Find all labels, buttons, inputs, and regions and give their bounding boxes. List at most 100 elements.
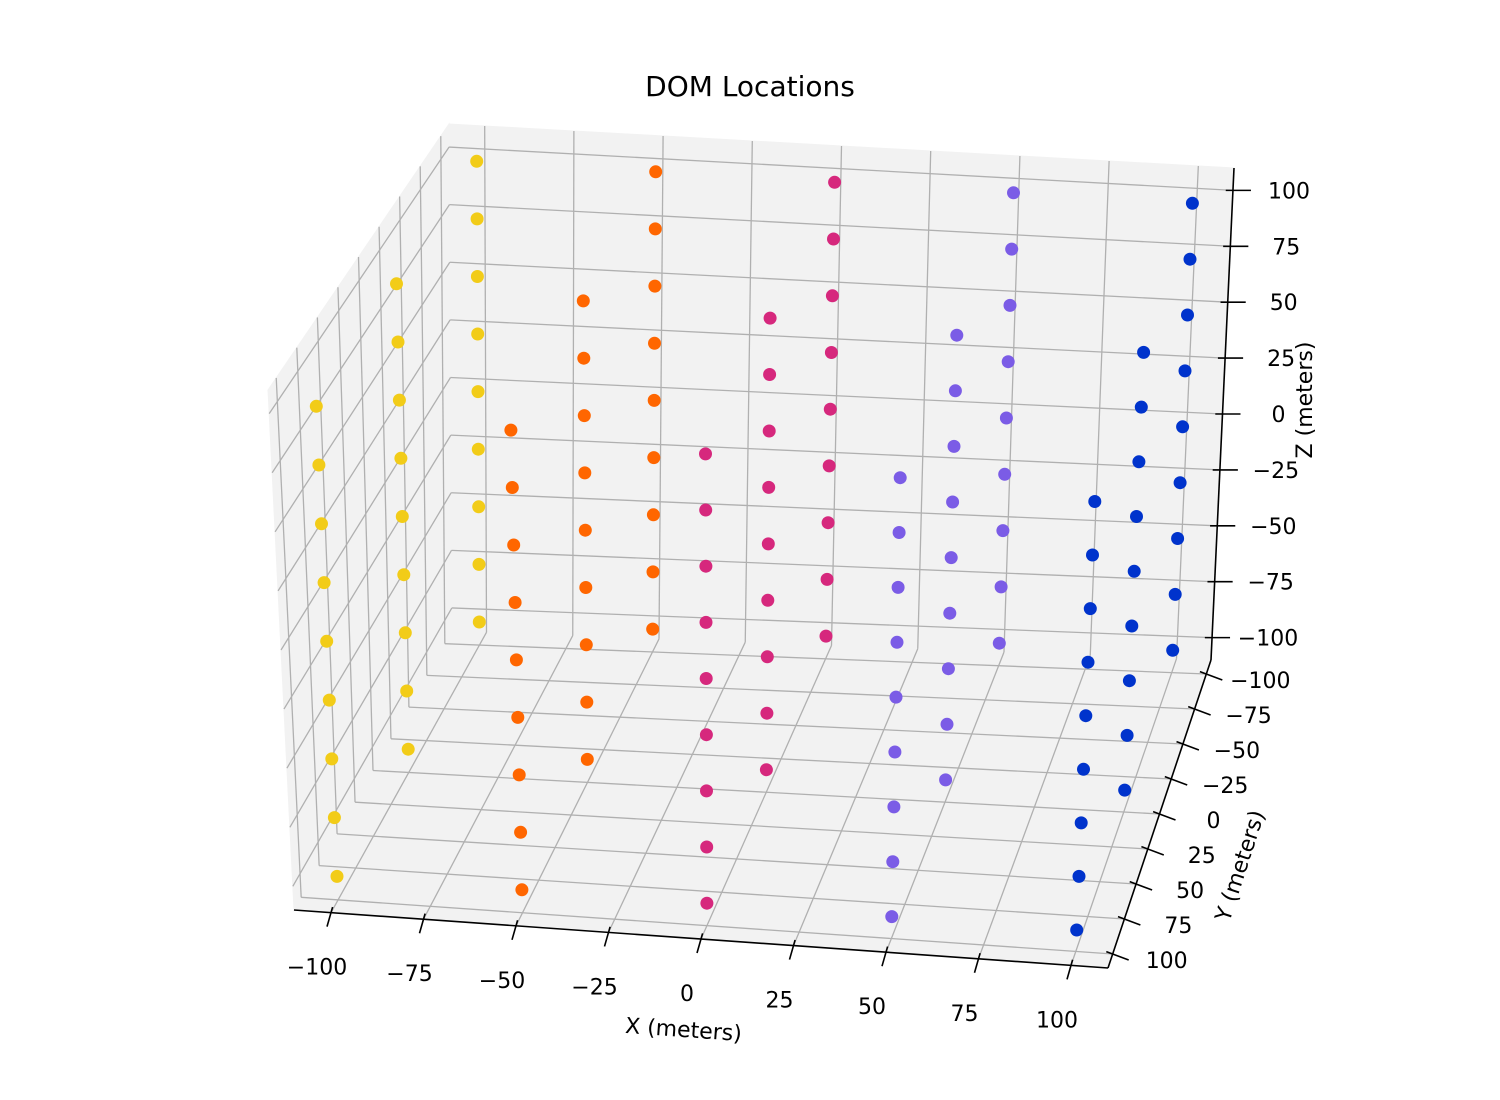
data-point: [699, 615, 713, 629]
x-axis-label: X (meters): [624, 1014, 742, 1047]
data-point: [1185, 196, 1199, 210]
grid-line-y-floor: [426, 674, 1195, 710]
y-tick-label: −50: [1214, 739, 1260, 764]
data-point: [888, 745, 902, 759]
data-point: [322, 693, 336, 707]
data-point: [394, 451, 408, 465]
data-point: [886, 855, 900, 869]
x-tick-tick: [326, 906, 334, 927]
data-point: [579, 581, 593, 594]
y-tick-tick: [1152, 810, 1176, 821]
data-point: [1086, 548, 1099, 562]
grid-line-z-side: [286, 492, 452, 769]
y-tick-tick: [1199, 670, 1223, 681]
data-point: [998, 467, 1012, 481]
data-point: [401, 742, 415, 756]
grid-line-z-back: [449, 204, 1231, 247]
z-tick-label: 75: [1272, 235, 1300, 260]
data-point: [580, 752, 594, 766]
y-tick-tick: [1176, 740, 1200, 751]
data-point: [392, 393, 406, 407]
data-point: [885, 910, 899, 924]
data-point: [646, 508, 660, 522]
grid-line-y-floor: [444, 643, 1207, 675]
data-point: [1077, 762, 1090, 776]
data-point: [471, 327, 485, 341]
grid-line-y-floor: [337, 833, 1137, 885]
data-point: [699, 672, 713, 685]
x-tick-label: 75: [951, 1002, 979, 1027]
data-point: [890, 635, 904, 649]
data-point: [760, 650, 774, 664]
z-axis-label: Z (meters): [1293, 342, 1318, 459]
x-tick-tick: [603, 926, 611, 947]
data-point: [699, 447, 712, 461]
data-point: [950, 328, 964, 342]
data-point: [514, 825, 528, 839]
z-tick-label: 0: [1272, 403, 1286, 428]
y-tick-label: 50: [1176, 879, 1204, 904]
data-point: [647, 451, 661, 465]
grid-line-y-floor: [408, 706, 1183, 745]
data-point: [1137, 345, 1151, 359]
data-point: [1120, 728, 1134, 742]
data-point: [511, 710, 525, 724]
data-point: [578, 466, 592, 480]
data-point: [470, 212, 484, 226]
x-tick-tick: [881, 946, 889, 967]
grid-line-y-floor: [372, 769, 1160, 815]
grid-line-y-floor: [355, 801, 1148, 850]
data-point: [309, 399, 323, 413]
data-point: [889, 690, 903, 704]
data-point: [648, 222, 662, 236]
data-point: [579, 638, 593, 652]
data-point: [398, 626, 412, 640]
y-tick-label: −100: [1230, 669, 1290, 694]
data-point: [700, 896, 714, 910]
data-point: [699, 559, 713, 573]
grid-lines: [268, 125, 1233, 966]
y-tick-label: 100: [1146, 949, 1188, 974]
grid-line-z-back: [451, 549, 1215, 583]
data-point: [1176, 420, 1190, 434]
grid-line-z-back: [451, 607, 1213, 639]
data-point: [948, 384, 962, 398]
data-point: [471, 442, 485, 456]
y-tick-label: −25: [1202, 774, 1248, 799]
data-point: [1183, 252, 1197, 266]
data-point: [822, 459, 836, 473]
x-tick-tick: [788, 939, 796, 960]
data-point: [1003, 298, 1017, 312]
data-point: [576, 294, 590, 308]
x-tick-label: −50: [479, 969, 525, 994]
grid-line-z-side: [271, 204, 451, 474]
data-point: [578, 523, 592, 537]
data-point: [761, 593, 775, 607]
data-point: [762, 424, 776, 438]
data-point: [312, 458, 326, 472]
grid-line-y-floor: [390, 738, 1172, 780]
grid-line-z-side: [283, 434, 452, 710]
data-point: [507, 538, 521, 552]
data-point: [940, 717, 954, 731]
grid-line-z-side: [289, 550, 453, 828]
data-point: [891, 580, 905, 594]
y-tick-tick: [1141, 845, 1165, 856]
y-tick-tick: [1187, 705, 1211, 716]
grid-line-y-floor: [319, 864, 1125, 920]
x-tick-tick: [696, 933, 704, 954]
grid-line-y-floor: [301, 896, 1113, 955]
data-point: [471, 385, 485, 399]
data-point: [1127, 564, 1141, 578]
grid-line-z-back: [449, 261, 1228, 303]
data-point: [1168, 587, 1182, 601]
data-point: [580, 695, 594, 709]
data-point: [1173, 476, 1187, 490]
data-point: [887, 800, 901, 814]
data-point: [504, 423, 518, 437]
data-point: [1181, 308, 1194, 322]
data-point: [944, 551, 958, 565]
data-point: [941, 662, 955, 676]
grid-line-z-side: [292, 607, 453, 887]
z-tick-label: 100: [1268, 179, 1310, 204]
